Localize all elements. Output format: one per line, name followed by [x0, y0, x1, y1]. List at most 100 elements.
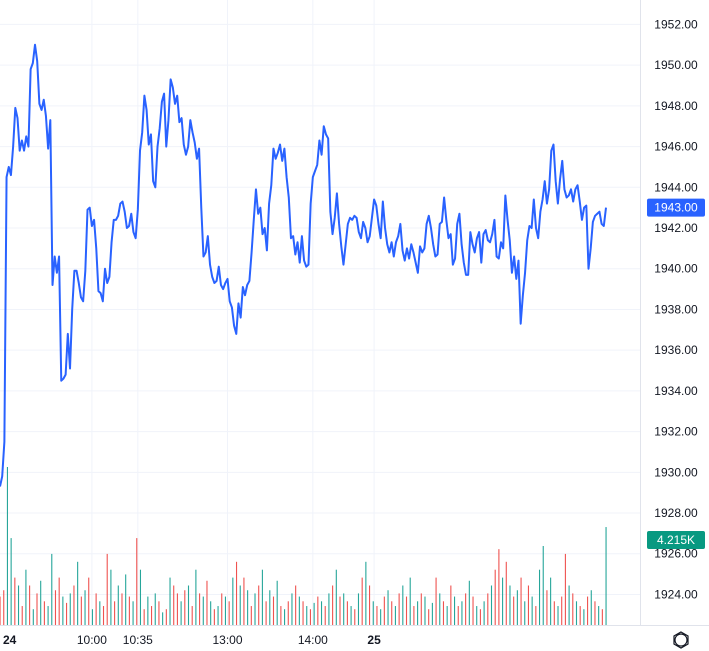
volume-bar	[594, 601, 596, 625]
volume-bar	[343, 593, 345, 625]
volume-bar	[354, 609, 356, 625]
volume-bar	[14, 577, 16, 625]
y-tick-label: 1942.00	[654, 221, 698, 235]
settings-icon-hex[interactable]	[673, 631, 689, 649]
volume-bar	[62, 596, 64, 625]
volume-bar	[494, 569, 496, 625]
volume-bar	[58, 577, 60, 625]
volume-bar	[69, 593, 71, 625]
y-tick-label: 1928.00	[654, 506, 698, 520]
volume-bar	[102, 606, 105, 625]
volume-bar	[590, 590, 592, 625]
settings-icon[interactable]	[674, 633, 688, 647]
volume-bar	[80, 596, 82, 625]
volume-bar	[435, 577, 437, 625]
volume-bar	[213, 609, 215, 625]
volume-bar	[121, 593, 123, 625]
x-tick-label: 14:00	[298, 633, 328, 647]
volume-bar	[254, 593, 256, 625]
volume-bar	[269, 590, 271, 625]
y-tick-label: 1952.00	[654, 17, 698, 31]
volume-bar	[224, 596, 227, 625]
volume-bar	[21, 606, 23, 625]
volume-bar	[73, 585, 75, 625]
volume-bar	[417, 601, 419, 625]
volume-bar	[398, 593, 400, 625]
volume-bar	[228, 601, 230, 625]
x-tick-label: 13:00	[213, 633, 243, 647]
volume-bar	[306, 606, 308, 625]
volume-bar	[66, 602, 68, 625]
volume-bar	[302, 601, 304, 625]
volume-bar	[513, 596, 515, 625]
volume-bar	[165, 609, 167, 625]
volume-bar	[40, 580, 42, 625]
volume-bar	[91, 609, 93, 625]
volume-bar	[187, 585, 190, 625]
volume-bar	[147, 596, 149, 625]
y-tick-label: 1932.00	[654, 425, 698, 439]
volume-bar	[439, 593, 441, 625]
volume-bar	[0, 596, 1, 625]
volume-bar	[369, 585, 371, 625]
volume-bar	[221, 593, 223, 625]
y-tick-label: 1926.00	[654, 547, 698, 561]
volume-bar	[516, 590, 518, 625]
volume-bar	[309, 609, 311, 625]
y-tick-label: 1938.00	[654, 302, 698, 316]
volume-bar	[287, 601, 289, 625]
volume-bar	[332, 585, 334, 625]
x-tick-label: 10:00	[77, 633, 107, 647]
volume-bar	[468, 580, 470, 625]
volume-bar	[409, 577, 411, 625]
volume-bar	[335, 569, 337, 625]
volume-bar	[95, 593, 97, 625]
volume-bar	[564, 553, 566, 625]
volume-bar	[29, 585, 31, 625]
volume-bar	[298, 596, 300, 625]
volume-bar	[232, 577, 234, 625]
volume-bar	[557, 606, 559, 625]
volume-bar	[125, 574, 127, 625]
y-tick-label: 1936.00	[654, 343, 698, 357]
volume-bar	[531, 596, 533, 625]
volume-bar	[10, 538, 12, 625]
volume-bar	[587, 596, 589, 625]
volume-bar	[442, 601, 445, 625]
volume-bar	[428, 609, 430, 625]
volume-bar	[394, 606, 396, 625]
volume-bar	[84, 590, 86, 625]
settings-button[interactable]	[673, 631, 689, 649]
volume-bar	[391, 601, 393, 625]
volume-bar	[339, 596, 341, 625]
volume-bar	[25, 569, 27, 625]
volume-bar	[524, 601, 526, 625]
volume-bar	[162, 612, 164, 625]
x-tick-label: 25	[367, 633, 381, 647]
y-tick-label: 1950.00	[654, 58, 698, 72]
volume-bar	[542, 546, 544, 625]
volume-bar	[365, 561, 367, 625]
volume-bar	[272, 596, 275, 625]
volume-bar	[54, 590, 57, 625]
volume-bar	[383, 596, 385, 625]
volume-bar	[191, 606, 193, 625]
volume-bar	[206, 580, 208, 625]
volume-bar	[472, 596, 474, 625]
volume-bar	[132, 601, 134, 625]
volume-bar	[250, 606, 252, 625]
volume-bar	[605, 527, 607, 625]
y-tick-label: 1948.00	[654, 99, 698, 113]
volume-bar	[143, 609, 145, 625]
volume-bar	[114, 601, 116, 625]
volume-bar	[17, 585, 20, 625]
volume-bar	[99, 601, 101, 625]
volume-bar	[154, 593, 156, 625]
volume-bar	[538, 569, 541, 625]
volume-bar	[88, 577, 90, 625]
volume-bar	[579, 606, 581, 625]
volume-bar	[387, 590, 389, 625]
volume-bar	[180, 601, 182, 625]
